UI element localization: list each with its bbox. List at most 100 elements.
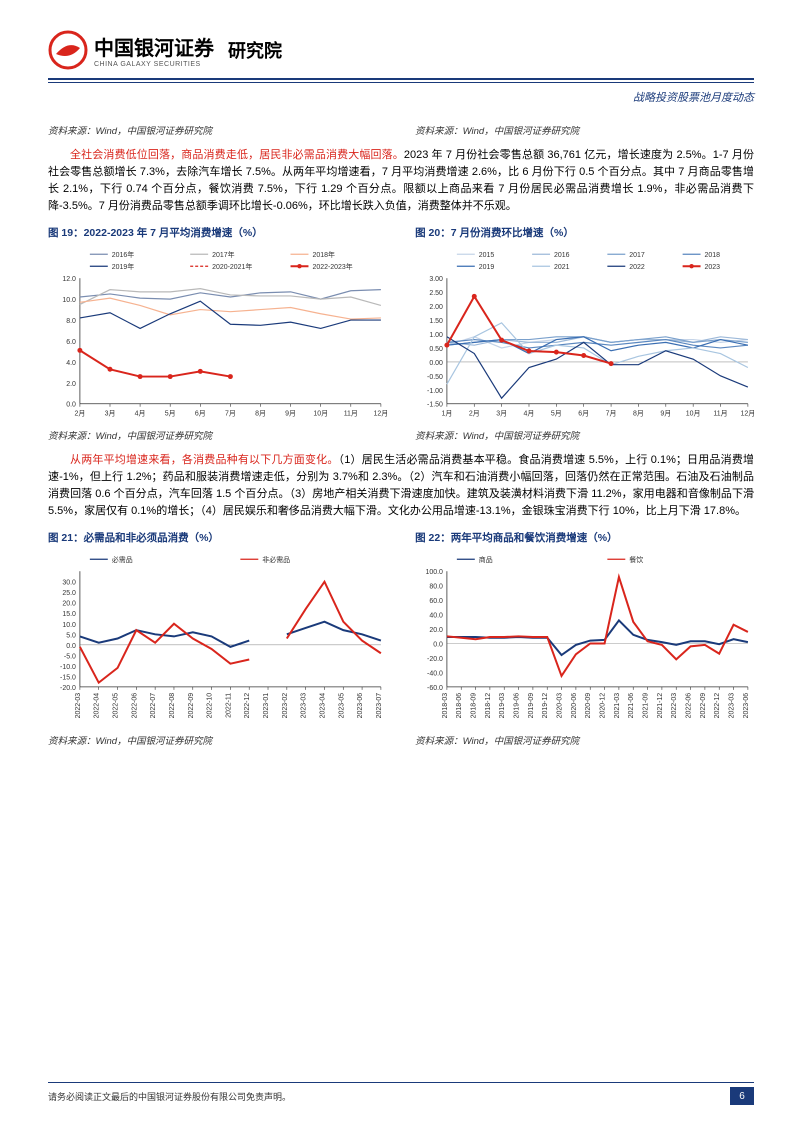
svg-text:6.0: 6.0	[66, 339, 76, 346]
svg-text:9月: 9月	[660, 410, 671, 418]
svg-text:2月: 2月	[74, 410, 85, 418]
page-header: 中国银河证券 CHINA GALAXY SECURITIES 研究院	[48, 30, 754, 80]
svg-text:0.0: 0.0	[66, 402, 76, 409]
svg-text:2016: 2016	[554, 252, 570, 259]
svg-text:2月: 2月	[469, 410, 480, 418]
svg-text:-20.0: -20.0	[427, 656, 443, 663]
chart-20: -1.50-1.00-0.500.000.501.001.502.002.503…	[415, 246, 754, 424]
svg-text:2021-03: 2021-03	[614, 693, 621, 719]
company-name-cn: 中国银河证券	[94, 32, 214, 61]
svg-text:4月: 4月	[524, 410, 535, 418]
svg-text:2022-09: 2022-09	[700, 693, 707, 719]
para2-lead: 从两年平均增速来看，各消费品种有以下几方面变化。	[70, 454, 339, 466]
svg-text:2022-06: 2022-06	[131, 693, 138, 719]
svg-text:2019-09: 2019-09	[528, 693, 535, 719]
svg-text:12.0: 12.0	[62, 276, 76, 283]
svg-text:2017年: 2017年	[212, 250, 235, 259]
svg-text:5.0: 5.0	[66, 633, 76, 640]
source-bot-left: 资料来源：Wind，中国银河证券研究院	[48, 733, 387, 747]
svg-text:非必需品: 非必需品	[262, 556, 290, 565]
svg-text:3.00: 3.00	[429, 276, 443, 283]
disclaimer-text: 请务必阅读正文最后的中国银河证券股份有限公司免责声明。	[48, 1090, 291, 1103]
svg-text:25.0: 25.0	[62, 591, 76, 598]
source-top-left: 资料来源：Wind，中国银河证券研究院	[48, 123, 387, 137]
svg-text:2.0: 2.0	[66, 381, 76, 388]
svg-text:2017: 2017	[629, 252, 645, 259]
svg-text:5月: 5月	[165, 410, 176, 418]
svg-text:0.00: 0.00	[429, 360, 443, 367]
svg-text:7月: 7月	[606, 410, 617, 418]
svg-text:商品: 商品	[479, 556, 493, 565]
source-bot-right: 资料来源：Wind，中国银河证券研究院	[415, 733, 754, 747]
svg-text:2022: 2022	[629, 264, 645, 271]
svg-text:1.00: 1.00	[429, 332, 443, 339]
svg-text:2020-12: 2020-12	[600, 693, 607, 719]
svg-text:2018-03: 2018-03	[442, 693, 449, 719]
svg-text:-20.0: -20.0	[60, 685, 76, 692]
svg-text:4月: 4月	[135, 410, 146, 418]
doc-category: 战略投资股票池月度动态	[48, 89, 754, 105]
svg-text:10月: 10月	[313, 410, 328, 418]
source-row-mid: 资料来源：Wind，中国银河证券研究院 资料来源：Wind，中国银河证券研究院	[48, 428, 754, 442]
svg-text:2019: 2019	[479, 264, 495, 271]
svg-text:2018年: 2018年	[312, 250, 335, 259]
svg-text:-60.0: -60.0	[427, 685, 443, 692]
svg-text:-15.0: -15.0	[60, 675, 76, 682]
svg-text:餐饮: 餐饮	[629, 556, 643, 565]
para1-lead: 全社会消费低位回落，商品消费走低，居民非必需品消费大幅回落。	[70, 149, 404, 161]
svg-text:12月: 12月	[374, 410, 387, 418]
svg-text:2021-09: 2021-09	[643, 693, 650, 719]
svg-text:10.0: 10.0	[62, 297, 76, 304]
svg-text:100.0: 100.0	[426, 570, 444, 577]
paragraph-1: 全社会消费低位回落，商品消费走低，居民非必需品消费大幅回落。2023 年 7 月…	[48, 147, 754, 215]
source-row-bot: 资料来源：Wind，中国银河证券研究院 资料来源：Wind，中国银河证券研究院	[48, 733, 754, 747]
company-name-en: CHINA GALAXY SECURITIES	[94, 61, 214, 68]
svg-text:2023-06: 2023-06	[743, 693, 750, 719]
svg-text:2023: 2023	[705, 264, 721, 271]
svg-text:20.0: 20.0	[429, 627, 443, 634]
header-rule	[48, 82, 754, 83]
svg-text:3月: 3月	[496, 410, 507, 418]
svg-text:2020-03: 2020-03	[557, 693, 564, 719]
svg-text:2022-04: 2022-04	[94, 693, 101, 719]
svg-text:2023-07: 2023-07	[376, 693, 383, 719]
svg-text:-5.0: -5.0	[64, 654, 76, 661]
company-logo: 中国银河证券 CHINA GALAXY SECURITIES	[48, 30, 214, 70]
svg-text:12月: 12月	[741, 410, 754, 418]
svg-text:-40.0: -40.0	[427, 671, 443, 678]
page-footer: 请务必阅读正文最后的中国银河证券股份有限公司免责声明。 6	[48, 1082, 754, 1105]
svg-text:2018-06: 2018-06	[456, 693, 463, 719]
svg-text:2021-12: 2021-12	[657, 693, 664, 719]
svg-text:40.0: 40.0	[429, 613, 443, 620]
fig21-title: 图 21：必需品和非必须品消费（%）	[48, 530, 387, 545]
svg-text:2018: 2018	[705, 252, 721, 259]
svg-text:2023-05: 2023-05	[338, 693, 345, 719]
source-top-right: 资料来源：Wind，中国银河证券研究院	[415, 123, 754, 137]
svg-text:10月: 10月	[686, 410, 701, 418]
paragraph-2: 从两年平均增速来看，各消费品种有以下几方面变化。（1）居民生活必需品消费基本平稳…	[48, 452, 754, 520]
svg-text:2023-03: 2023-03	[729, 693, 736, 719]
svg-text:2023-03: 2023-03	[301, 693, 308, 719]
svg-text:80.0: 80.0	[429, 584, 443, 591]
svg-text:5月: 5月	[551, 410, 562, 418]
svg-text:6月: 6月	[195, 410, 206, 418]
svg-text:1.50: 1.50	[429, 318, 443, 325]
svg-text:8.0: 8.0	[66, 318, 76, 325]
fig19-title: 图 19：2022-2023 年 7 月平均消费增速（%）	[48, 225, 387, 240]
svg-text:9月: 9月	[285, 410, 296, 418]
svg-text:4.0: 4.0	[66, 360, 76, 367]
source-mid-left: 资料来源：Wind，中国银河证券研究院	[48, 428, 387, 442]
svg-text:2020-06: 2020-06	[571, 693, 578, 719]
svg-text:2.00: 2.00	[429, 304, 443, 311]
svg-text:11月: 11月	[344, 410, 358, 418]
svg-text:2020-09: 2020-09	[585, 693, 592, 719]
svg-text:11月: 11月	[714, 410, 728, 418]
fig20-title: 图 20：7 月份消费环比增速（%）	[415, 225, 754, 240]
svg-text:-1.00: -1.00	[427, 388, 443, 395]
svg-text:2022-11: 2022-11	[225, 693, 232, 718]
svg-text:2015: 2015	[479, 252, 495, 259]
svg-text:2023-04: 2023-04	[319, 693, 326, 719]
svg-text:-0.50: -0.50	[427, 374, 443, 381]
svg-text:2022-12: 2022-12	[714, 693, 721, 719]
svg-text:8月: 8月	[633, 410, 644, 418]
